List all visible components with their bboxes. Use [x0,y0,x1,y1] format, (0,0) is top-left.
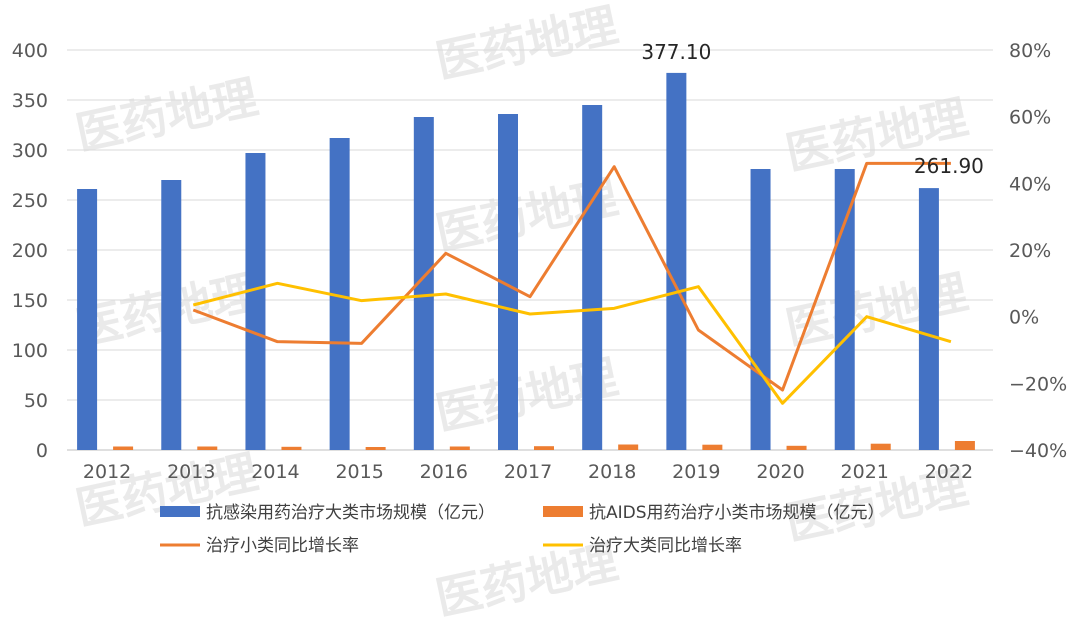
bar-large-category [834,169,855,450]
bar-aids-subcategory [113,446,134,450]
line-series [192,161,952,405]
x-tick-label: 2022 [925,461,973,483]
y-right-tick-label: 80% [1009,40,1051,62]
bar-large-category [750,169,771,450]
y-right-tick-label: 0% [1009,307,1039,329]
bar-large-category [329,138,350,450]
y-right-tick-label: 20% [1009,240,1051,262]
bar-large-category [77,189,98,450]
y-left-tick-label: 0 [36,440,48,462]
bar-large-category [666,72,687,451]
bar-large-category [161,180,182,450]
x-tick-label: 2013 [167,461,215,483]
bar-large-category [498,114,518,450]
watermark-text: 医药地理 [781,265,972,356]
x-tick-label: 2018 [588,461,636,483]
y-right-tick-label: 60% [1009,107,1051,129]
y-right-tick-label: −20% [1009,373,1067,395]
bar-aids-subcategory [449,446,470,450]
legend-swatch [160,506,200,517]
x-tick-label: 2016 [420,461,468,483]
legend-label: 治疗大类同比增长率 [589,536,742,556]
legend-label: 治疗小类同比增长率 [206,536,359,556]
y-left-tick-label: 400 [12,40,48,62]
bar-aids-subcategory [870,443,891,450]
bar-aids-subcategory [281,446,302,450]
x-tick-label: 2017 [504,461,552,483]
data-label: 261.90 [914,154,984,178]
x-tick-label: 2020 [756,461,804,483]
line-large-growth [192,281,952,405]
bar-aids-subcategory [534,446,554,450]
x-tick-label: 2015 [335,461,383,483]
y-right-tick-label: −40% [1009,440,1067,462]
y-left-tick-label: 100 [12,340,48,362]
line-small-growth [192,161,951,392]
data-labels: 377.10 261.90 [641,40,984,178]
watermark-text: 医药地理 [431,0,622,89]
bar-series [77,72,975,451]
axes: 0 50 100 150 200 250 300 350 400 −40% −20% 0% 20% 40%… [12,40,1067,483]
bar-large-category [413,117,434,450]
x-tick-label: 2014 [251,461,299,483]
bar-aids-subcategory [786,445,807,450]
bar-large-category [918,188,939,450]
bar-large-category [582,105,603,450]
legend-swatch [543,506,583,517]
legend-label: 抗感染用药治疗大类市场规模（亿元） [206,503,495,523]
y-left-tick-label: 200 [12,240,48,262]
y-left-tick-label: 250 [12,190,48,212]
x-tick-label: 2012 [83,461,131,483]
bar-aids-subcategory [954,441,975,450]
legend-label: 抗AIDS用药治疗小类市场规模（亿元） [589,503,885,523]
bar-large-category [245,153,266,450]
bar-aids-subcategory [197,446,218,450]
bar-aids-subcategory [618,444,639,450]
legend: 抗感染用药治疗大类市场规模（亿元） 抗AIDS用药治疗小类市场规模（亿元） 治疗小类… [160,503,885,556]
bar-aids-subcategory [365,447,386,450]
x-tick-label: 2021 [841,461,889,483]
y-left-tick-label: 150 [12,290,48,312]
y-right-tick-label: 40% [1009,173,1051,195]
y-left-tick-label: 350 [12,90,48,112]
y-left-tick-label: 50 [24,390,48,412]
watermark-text: 医药地理 [71,70,262,161]
data-label: 377.10 [641,40,711,64]
bar-aids-subcategory [702,444,723,450]
y-left-tick-label: 300 [12,140,48,162]
x-tick-label: 2019 [672,461,720,483]
